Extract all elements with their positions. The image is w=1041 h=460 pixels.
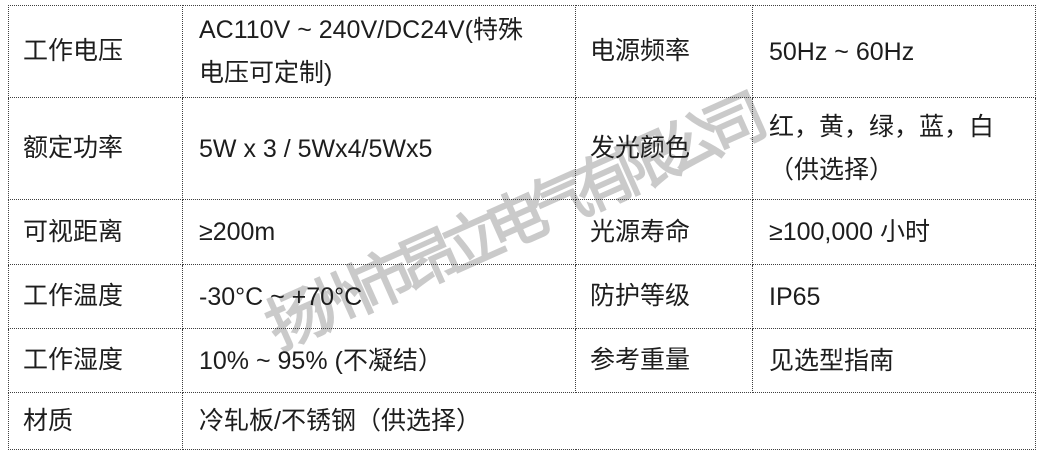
spec-value-text: 红，黄，绿，蓝，白（供选择） [769,113,995,184]
spec-label-rated-power: 额定功率 [8,97,183,200]
spec-label-light-color: 发光颜色 [575,97,753,200]
spec-label-reference-weight: 参考重量 [575,328,753,393]
spec-value-text: 5W x 3 / 5Wx4/5Wx5 [199,134,433,163]
spec-value-text: IP65 [769,282,821,311]
spec-value-rated-power: 5W x 3 / 5Wx4/5Wx5 [182,97,576,200]
spec-value-operating-temperature: -30°C ~ +70°C [182,264,576,329]
spec-value-text: -30°C ~ +70°C [199,282,363,311]
table-row: 可视距离 ≥200m 光源寿命 ≥100,000 小时 [8,199,1036,265]
spec-value-power-frequency: 50Hz ~ 60Hz [752,5,1036,98]
spec-table: 工作电压 AC110V ~ 240V/DC24V(特殊电压可定制) 电源频率 5… [8,5,1036,450]
spec-value-material: 冷轧板/不锈钢（供选择） [182,392,1036,450]
spec-value-text: 50Hz ~ 60Hz [769,37,915,66]
spec-label-visible-distance: 可视距离 [8,199,183,265]
spec-value-text: AC110V ~ 240V/DC24V(特殊电压可定制) [199,16,523,87]
table-row: 工作电压 AC110V ~ 240V/DC24V(特殊电压可定制) 电源频率 5… [8,5,1036,98]
table-row: 材质 冷轧板/不锈钢（供选择） [8,392,1036,450]
table-row: 工作温度 -30°C ~ +70°C 防护等级 IP65 [8,264,1036,329]
spec-value-reference-weight: 见选型指南 [752,328,1036,393]
spec-label-light-source-lifespan: 光源寿命 [575,199,753,265]
table-row: 工作湿度 10% ~ 95% (不凝结） 参考重量 见选型指南 [8,328,1036,393]
table-row: 额定功率 5W x 3 / 5Wx4/5Wx5 发光颜色 红，黄，绿，蓝，白（供… [8,97,1036,200]
spec-label-operating-voltage: 工作电压 [8,5,183,98]
spec-label-operating-humidity: 工作湿度 [8,328,183,393]
spec-value-text: 冷轧板/不锈钢（供选择） [199,407,481,436]
spec-label-operating-temperature: 工作温度 [8,264,183,329]
spec-value-protection-rating: IP65 [752,264,1036,329]
spec-value-operating-humidity: 10% ~ 95% (不凝结） [182,328,576,393]
spec-value-text: ≥100,000 小时 [769,218,931,247]
spec-label-protection-rating: 防护等级 [575,264,753,329]
spec-value-text: ≥200m [199,218,276,247]
spec-label-material: 材质 [8,392,183,450]
spec-value-text: 10% ~ 95% (不凝结） [199,346,443,375]
spec-value-text: 见选型指南 [769,346,895,375]
spec-value-operating-voltage: AC110V ~ 240V/DC24V(特殊电压可定制) [182,5,576,98]
spec-value-light-source-lifespan: ≥100,000 小时 [752,199,1036,265]
spec-label-power-frequency: 电源频率 [575,5,753,98]
spec-value-light-color: 红，黄，绿，蓝，白（供选择） [752,97,1036,200]
spec-value-visible-distance: ≥200m [182,199,576,265]
